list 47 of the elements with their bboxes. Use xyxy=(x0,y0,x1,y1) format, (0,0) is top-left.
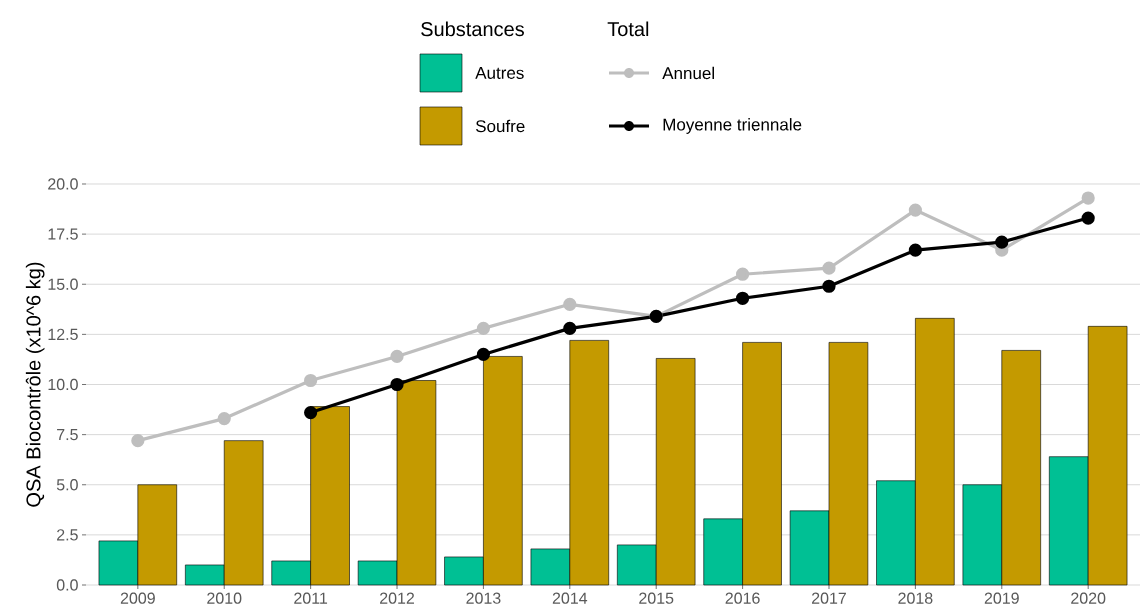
point xyxy=(390,349,404,364)
x-tick-label: 2011 xyxy=(294,592,328,604)
y-tick-label: 5.0 xyxy=(56,479,78,491)
legend-label: Annuel xyxy=(662,66,714,80)
point xyxy=(563,297,577,311)
point xyxy=(822,279,836,293)
point xyxy=(304,373,318,388)
x-tick-label: 2016 xyxy=(725,592,760,604)
x-tick-label: 2010 xyxy=(207,592,242,604)
y-axis-title: QSA Biocontrôle (x10^6 kg) xyxy=(25,262,45,507)
point xyxy=(304,405,318,420)
point xyxy=(1081,191,1095,205)
point xyxy=(908,203,922,217)
y-tick-label: 10.0 xyxy=(48,378,78,391)
point xyxy=(131,434,145,448)
x-tick-label: 2020 xyxy=(1071,592,1106,604)
point xyxy=(390,377,404,392)
legend-label: Moyenne triennale xyxy=(663,118,802,134)
point xyxy=(995,235,1009,249)
point xyxy=(563,321,577,335)
y-tick-label: 20.0 xyxy=(48,178,78,190)
legend-title: Substances xyxy=(421,21,524,37)
x-tick-label: 2009 xyxy=(120,592,155,604)
point xyxy=(217,411,231,426)
y-tick-label: 0.0 xyxy=(56,579,78,591)
y-tick-label: 17.5 xyxy=(48,228,78,240)
point xyxy=(736,291,750,305)
y-tick-label: 15.0 xyxy=(48,278,78,290)
point xyxy=(1081,211,1095,225)
x-tick-label: 2015 xyxy=(639,592,674,604)
y-tick-label: 2.5 xyxy=(57,529,78,541)
point xyxy=(476,321,491,335)
x-tick-label: 2013 xyxy=(466,592,501,604)
point xyxy=(908,243,922,257)
x-tick-label: 2018 xyxy=(898,592,933,604)
x-tick-label: 2017 xyxy=(812,592,846,604)
point xyxy=(476,347,491,362)
x-tick-label: 2014 xyxy=(552,592,588,604)
y-tick-label: 12.5 xyxy=(48,328,78,341)
x-tick-label: 2019 xyxy=(984,592,1019,604)
x-tick-label: 2012 xyxy=(380,592,414,604)
legend-label: Autres xyxy=(475,67,524,79)
point xyxy=(822,261,836,275)
legend-label: Soufre xyxy=(475,119,525,133)
y-tick-label: 7.5 xyxy=(57,429,78,441)
point xyxy=(736,267,750,281)
text: Total xyxy=(607,21,649,37)
